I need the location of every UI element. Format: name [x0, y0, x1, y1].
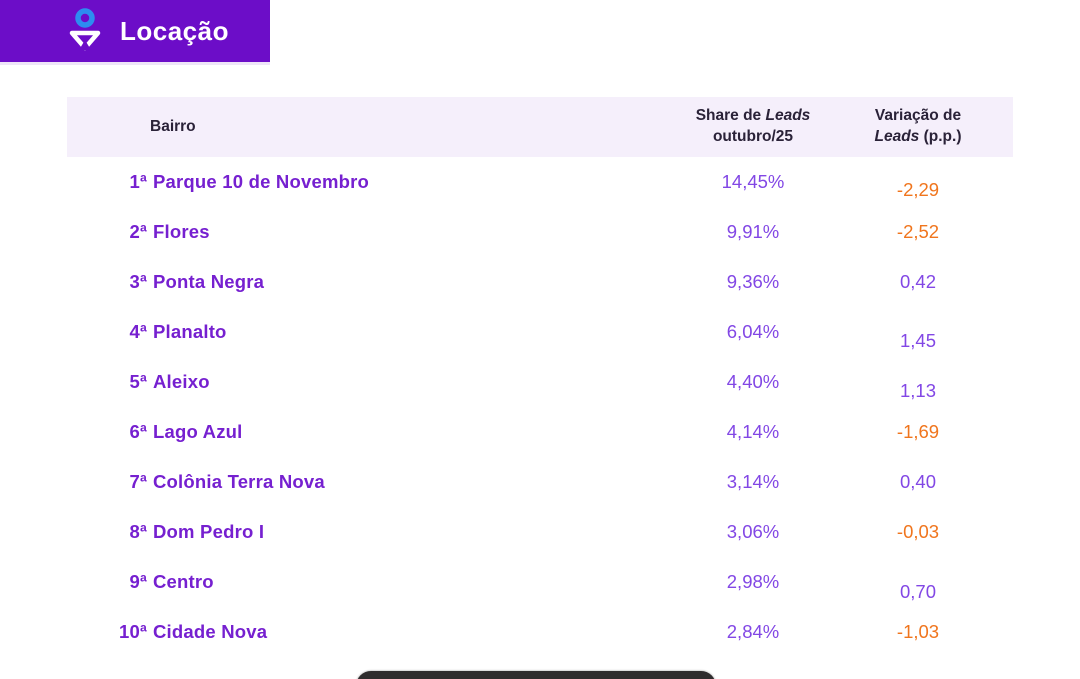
- bairro-cell: 5ª Aleixo: [67, 371, 668, 393]
- rank-label: 8ª: [129, 521, 147, 542]
- bairro-name: Parque 10 de Novembro: [153, 171, 369, 192]
- share-value: 14,45%: [721, 171, 785, 192]
- rank-label: 2ª: [129, 221, 147, 242]
- table-row: 7ª Colônia Terra Nova 3,14% 0,40: [67, 457, 1013, 507]
- table-row: 2ª Flores 9,91% -2,52: [67, 207, 1013, 257]
- rank-label: 5ª: [129, 371, 147, 392]
- bairro-cell: 10ª Cidade Nova: [67, 621, 668, 643]
- bairro-cell: 6ª Lago Azul: [67, 421, 668, 443]
- bairro-name: Dom Pedro I: [153, 521, 265, 542]
- bairro-name: Ponta Negra: [153, 271, 265, 292]
- table-row: 5ª Aleixo 4,40% 1,13: [67, 357, 1013, 407]
- table-row: 4ª Planalto 6,04% 1,45: [67, 307, 1013, 357]
- table-row: 8ª Dom Pedro I 3,06% -0,03: [67, 507, 1013, 557]
- bairro-name: Colônia Terra Nova: [153, 471, 325, 492]
- variation-cell: -2,52: [838, 221, 998, 243]
- share-value: 9,36%: [726, 271, 780, 292]
- variation-cell: -2,29: [838, 171, 998, 200]
- share-value: 9,91%: [726, 221, 780, 242]
- bairro-cell: 9ª Centro: [67, 571, 668, 593]
- bairro-cell: 3ª Ponta Negra: [67, 271, 668, 293]
- variation-cell: 1,13: [838, 371, 998, 401]
- variation-value: -1,03: [896, 621, 940, 642]
- variation-cell: -1,69: [838, 421, 998, 443]
- rank-label: 1ª: [129, 171, 147, 192]
- leads-table: Bairro Share de Leads outubro/25 Variaçã…: [67, 97, 1013, 657]
- bairro-name: Planalto: [153, 321, 227, 342]
- variation-value: -1,69: [896, 421, 940, 442]
- rank-label: 9ª: [129, 571, 147, 592]
- variation-cell: 0,42: [838, 271, 998, 293]
- variation-cell: -0,03: [838, 521, 998, 543]
- bairro-cell: 7ª Colônia Terra Nova: [67, 471, 668, 493]
- variation-cell: -1,03: [838, 621, 998, 643]
- variation-value: -0,03: [896, 521, 940, 542]
- header-variation: Variação de Leads (p.p.): [838, 106, 998, 148]
- header-variation-text: Variação de: [874, 107, 962, 125]
- table-header: Bairro Share de Leads outubro/25 Variaçã…: [67, 97, 1013, 157]
- share-value: 2,98%: [726, 571, 780, 592]
- rank-label: 7ª: [129, 471, 147, 492]
- share-value: 2,84%: [726, 621, 780, 642]
- table-row: 9ª Centro 2,98% 0,70: [67, 557, 1013, 607]
- variation-value: -2,29: [896, 179, 940, 200]
- rank-label: 4ª: [129, 321, 147, 342]
- header-share-month: outubro/25: [712, 128, 794, 145]
- page-title: Locação: [120, 15, 229, 46]
- header-bairro: Bairro: [150, 118, 196, 135]
- share-value: 3,14%: [726, 471, 780, 492]
- variation-value: 0,40: [899, 471, 936, 492]
- bairro-name: Cidade Nova: [153, 621, 268, 642]
- bairro-name: Lago Azul: [153, 421, 243, 442]
- header-variation-unit: (p.p.): [919, 128, 962, 145]
- table-row: 10ª Cidade Nova 2,84% -1,03: [67, 607, 1013, 657]
- header-share: Share de Leads outubro/25: [668, 106, 838, 148]
- share-value: 3,06%: [726, 521, 780, 542]
- rank-label: 10ª: [118, 621, 147, 642]
- variation-value: 1,45: [899, 330, 936, 351]
- rank-label: 3ª: [129, 271, 147, 292]
- variation-value: -2,52: [896, 221, 940, 242]
- bairro-cell: 2ª Flores: [67, 221, 668, 243]
- variation-value: 0,70: [899, 581, 936, 602]
- table-row: 1ª Parque 10 de Novembro 14,45% -2,29: [67, 157, 1013, 207]
- table-row: 3ª Ponta Negra 9,36% 0,42: [67, 257, 1013, 307]
- bairro-name: Aleixo: [153, 371, 210, 392]
- variation-cell: 0,70: [838, 571, 998, 602]
- variation-cell: 1,45: [838, 321, 998, 351]
- location-funnel-icon: [66, 7, 104, 55]
- variation-cell: 0,40: [838, 471, 998, 493]
- bairro-cell: 1ª Parque 10 de Novembro: [67, 171, 668, 193]
- bottom-sheet-edge: [356, 671, 716, 679]
- variation-value: 0,42: [899, 271, 936, 292]
- header-share-text: Share de: [695, 107, 766, 125]
- bairro-name: Flores: [153, 221, 210, 242]
- share-value: 4,40%: [726, 371, 780, 392]
- table-body: 1ª Parque 10 de Novembro 14,45% -2,29 2ª Flor…: [67, 157, 1013, 657]
- rank-label: 6ª: [129, 421, 147, 442]
- bairro-cell: 4ª Planalto: [67, 321, 668, 343]
- share-value: 4,14%: [726, 421, 780, 442]
- share-value: 6,04%: [726, 321, 780, 342]
- section-banner: Locação: [0, 0, 270, 62]
- table-row: 6ª Lago Azul 4,14% -1,69: [67, 407, 1013, 457]
- header-share-italic: Leads: [765, 107, 811, 125]
- header-variation-italic: Leads: [874, 128, 920, 145]
- bairro-name: Centro: [153, 571, 214, 592]
- bairro-cell: 8ª Dom Pedro I: [67, 521, 668, 543]
- variation-value: 1,13: [899, 380, 936, 401]
